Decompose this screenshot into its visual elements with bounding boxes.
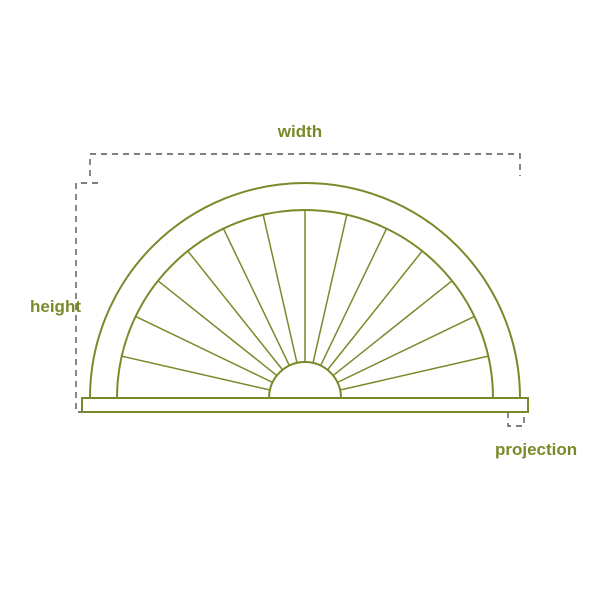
arch-spoke — [337, 316, 474, 382]
projection-label: projection — [495, 440, 577, 460]
arch-sill — [82, 398, 528, 412]
diagram-svg — [0, 0, 600, 600]
arch-spoke — [122, 356, 270, 390]
diagram-stage: width height projection — [0, 0, 600, 600]
arch-spoke — [223, 229, 289, 366]
arch-spoke — [333, 281, 452, 376]
width-dimension — [90, 154, 520, 176]
arch-spoke — [340, 356, 488, 390]
height-label: height — [30, 297, 81, 317]
arch-spoke — [136, 316, 273, 382]
arch-spoke — [327, 251, 422, 370]
arch-spoke — [263, 215, 297, 363]
arch-spoke — [321, 229, 387, 366]
arch-spoke — [158, 281, 277, 376]
projection-dimension — [508, 412, 524, 426]
arch-spoke — [313, 215, 347, 363]
width-label: width — [278, 122, 322, 142]
arch-spoke — [188, 251, 283, 370]
